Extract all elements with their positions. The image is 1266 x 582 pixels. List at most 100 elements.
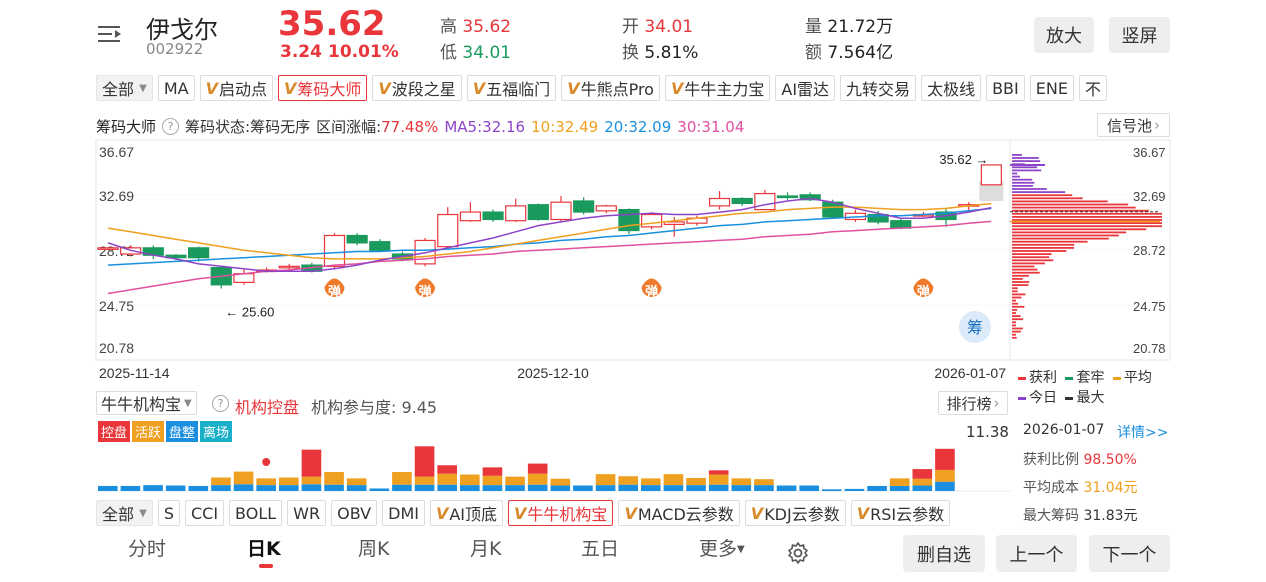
candle-body — [573, 200, 595, 213]
tab-yuek[interactable]: 月K — [470, 538, 502, 560]
chip-bar — [1012, 237, 1109, 240]
chip-bar — [1012, 166, 1038, 169]
tab-ene[interactable]: ENE — [1029, 75, 1074, 101]
chip-bar — [1012, 160, 1041, 162]
range-value: 77.48% — [381, 117, 439, 136]
institution-bar — [686, 477, 706, 491]
bar-panzheng — [346, 485, 367, 491]
chip-bar — [1012, 330, 1021, 333]
candle-body — [437, 213, 459, 248]
tab-obv[interactable]: OBV — [331, 500, 378, 526]
zoom-button[interactable]: 放大 — [1034, 17, 1094, 53]
tab-zhouk[interactable]: 周K — [358, 538, 390, 560]
chip-bar — [1012, 185, 1033, 187]
tab-niuxiong[interactable]: V 牛熊点Pro — [561, 75, 660, 101]
signal-label: 弹 — [917, 284, 930, 300]
tab-ai-dingdi[interactable]: V AI顶底 — [429, 500, 504, 526]
chip-bar — [1012, 231, 1127, 234]
chip-bar — [1012, 197, 1083, 200]
chip-bar — [1012, 212, 1162, 215]
y-axis-left-label: 24.75 — [99, 298, 134, 314]
sub-help-icon[interactable]: ? — [212, 395, 229, 412]
tab-taiji[interactable]: 太极线 — [921, 75, 982, 101]
tab-s[interactable]: S — [157, 500, 180, 526]
signal-pool-button[interactable]: 信号池 › — [1097, 113, 1170, 137]
help-icon[interactable]: ? — [162, 118, 180, 135]
bar-huoyue — [346, 478, 367, 486]
profit-legend-label: 获利 — [1029, 370, 1057, 386]
next-stock-button[interactable]: 下一个 — [1089, 535, 1170, 572]
bar-panzheng — [595, 485, 616, 491]
tab-chouma-dashi[interactable]: V 筹码大师 — [277, 75, 368, 101]
tab-wr[interactable]: WR — [287, 500, 327, 526]
tab-dmi[interactable]: DMI — [382, 500, 425, 526]
candlestick-chart[interactable]: 36.67 36.67 32.69 32.69 28.72 28.72 24.75 24.75… — [0, 138, 1266, 388]
tab-niuniu-zhuli[interactable]: V 牛牛主力宝 — [664, 75, 771, 101]
tab-niuniu-jigou[interactable]: V 牛牛机构宝 — [508, 500, 614, 526]
tab-bbi[interactable]: BBI — [986, 75, 1025, 101]
sub-indicator-dropdown[interactable]: 牛牛机构宝 ▼ — [96, 391, 197, 415]
bar-panzheng — [776, 485, 797, 491]
institution-bar — [663, 474, 684, 491]
candle-body — [867, 213, 889, 223]
chip-bar — [1012, 299, 1016, 302]
settings-icon[interactable] — [786, 541, 810, 565]
tab-qidongdian[interactable]: V 启动点 — [199, 75, 273, 101]
tab-kdj[interactable]: V KDJ云参数 — [744, 500, 846, 526]
prev-stock-button[interactable]: 上一个 — [996, 535, 1077, 572]
chip-bar — [1012, 253, 1052, 255]
tab-fenshi[interactable]: 分时 — [128, 538, 167, 560]
tab-jiuzhuan[interactable]: 九转交易 — [840, 75, 917, 101]
institution-bar — [346, 478, 367, 491]
tab-ai-radar[interactable]: AI雷达 — [775, 75, 836, 101]
bar-panzheng — [844, 488, 865, 491]
tab-ma[interactable]: MA — [157, 75, 195, 101]
candle — [527, 203, 549, 221]
chip-bar — [1012, 318, 1024, 321]
y-axis-right-label: 24.75 — [1133, 299, 1166, 314]
bar-flag-icon — [262, 458, 271, 466]
institution-bar — [641, 478, 661, 491]
tab-cci[interactable]: CCI — [184, 500, 225, 526]
bar-huoyue — [708, 474, 729, 485]
chip-bar — [1012, 228, 1147, 231]
rank-button[interactable]: 排行榜 › — [938, 391, 1008, 415]
chip-state: 筹码状态:筹码无序 — [185, 118, 311, 136]
bar-panzheng — [912, 485, 933, 491]
ma30-value: 30:31.04 — [677, 117, 745, 136]
portrait-button[interactable]: 竖屏 — [1109, 17, 1170, 53]
chip-bar — [1012, 287, 1018, 290]
indicator-all-dropdown[interactable]: 全部 ▼ — [96, 75, 153, 101]
chip-bar — [1012, 312, 1016, 314]
chip-bar — [1012, 293, 1026, 296]
stock-name: 伊戈尔 — [146, 16, 218, 44]
tab-wuri[interactable]: 五日 — [581, 538, 620, 560]
price-change-pct: 10.01% — [328, 42, 399, 62]
institution-bar — [233, 471, 254, 491]
institution-bar — [120, 485, 141, 491]
tab-rik[interactable]: 日K — [247, 534, 281, 568]
tab-wufu[interactable]: V 五福临门 — [466, 75, 557, 101]
bar-panzheng — [822, 489, 842, 491]
delete-watchlist-button[interactable]: 删自选 — [903, 535, 985, 572]
chip-button-circle — [959, 311, 991, 343]
more-dropdown[interactable]: 更多▼ — [699, 538, 745, 560]
chip-bar — [1012, 333, 1016, 336]
institution-bar-chart[interactable] — [96, 440, 1011, 492]
tab-boll[interactable]: BOLL — [229, 500, 283, 526]
tab-rsi[interactable]: V RSI云参数 — [850, 500, 951, 526]
y-axis-left-label: 36.67 — [99, 144, 134, 160]
tab-macd[interactable]: V MACD云参数 — [618, 500, 740, 526]
chip-date: 2026-01-07 — [1023, 422, 1105, 438]
chip-detail-link[interactable]: 详情>> — [1117, 425, 1169, 441]
menu-icon[interactable] — [98, 22, 124, 46]
bar-kongpan — [482, 467, 503, 476]
sub-all-dropdown[interactable]: 全部 ▼ — [96, 500, 153, 526]
tab-more-cut[interactable]: 不 — [1078, 75, 1107, 101]
candle — [323, 233, 346, 269]
tab-boduan[interactable]: V 波段之星 — [372, 75, 462, 101]
chip-distribution — [1012, 154, 1162, 339]
bar-panzheng — [641, 485, 661, 491]
bar-panzheng — [392, 484, 412, 491]
chip-bar — [1012, 324, 1016, 327]
